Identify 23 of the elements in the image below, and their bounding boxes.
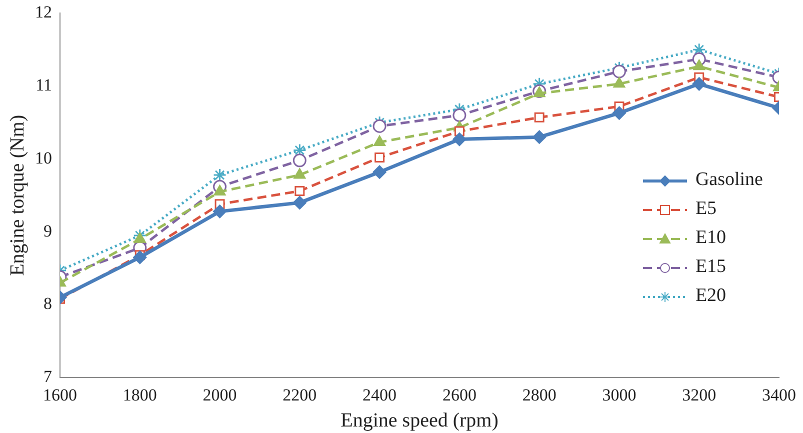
y-tick-label: 7 (44, 367, 52, 386)
legend-label: E20 (695, 285, 726, 306)
y-axis-title: Engine torque (Nm) (6, 114, 28, 276)
x-tick-label: 1800 (122, 385, 157, 404)
legend-label: E15 (695, 256, 726, 277)
x-tick-label: 1600 (43, 385, 77, 404)
y-tick-label: 11 (36, 76, 52, 95)
y-tick-label: 8 (44, 294, 52, 314)
legend-label: E10 (695, 227, 726, 248)
x-tick-label: 2000 (202, 385, 237, 404)
y-tick-label: 12 (35, 2, 52, 22)
y-tick-label: 10 (35, 148, 52, 168)
x-tick-label: 3000 (602, 385, 636, 404)
y-tick-label: 9 (44, 221, 52, 240)
x-tick-label: 2400 (362, 385, 397, 404)
x-tick-label: 3400 (762, 385, 796, 404)
x-tick-label: 3200 (682, 385, 716, 404)
x-tick-label: 2800 (522, 385, 556, 404)
legend-label: E5 (695, 198, 717, 219)
x-tick-label: 2200 (282, 385, 317, 404)
legend-label: Gasoline (695, 169, 763, 190)
x-tick-label: 2600 (442, 385, 476, 404)
x-axis-title: Engine speed (rpm) (340, 409, 498, 432)
